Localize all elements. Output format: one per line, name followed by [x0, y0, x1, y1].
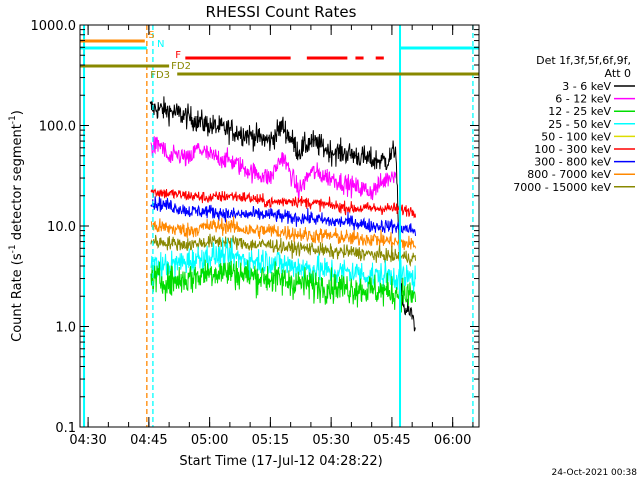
y-tick-label: 1.0: [55, 321, 76, 336]
timestamp: 24-Oct-2021 00:38: [552, 468, 638, 478]
y-axis-label: Count Rate (s-1 detector segment-1): [8, 110, 25, 342]
legend-label: 7000 - 15000 keV: [513, 181, 611, 194]
series-layer: [149, 96, 416, 332]
y-tick-label: 0.1: [55, 421, 76, 436]
state-bar-label-n: N: [157, 39, 164, 50]
y-axis-label-exponent: -1: [8, 244, 18, 253]
axis-layer: 0.1 1.0 10.0 100.0 1000.0 04:30 04:45 05:00 05:1…: [31, 19, 479, 448]
legend-label: 300 - 800 keV: [534, 156, 611, 169]
y-tick-label: 1000.0: [31, 19, 77, 34]
y-axis-label-part: Count Rate (s: [10, 253, 25, 342]
x-tick-label: 05:15: [252, 433, 289, 448]
state-bar-label-fd2: FD2: [171, 61, 191, 72]
chart-title: RHESSI Count Rates: [206, 3, 357, 21]
y-axis-label-part: ): [10, 110, 25, 115]
legend-header-line: Att 0: [605, 67, 631, 80]
legend-header-line: Det 1f,3f,5f,6f,9f,: [536, 54, 631, 67]
y-axis-label-exponent: -1: [8, 115, 18, 124]
x-tick-label: 06:00: [434, 433, 471, 448]
series-line-25-50kev: [150, 237, 416, 293]
state-bar-label-f: F: [175, 50, 181, 61]
legend-label: 50 - 100 keV: [541, 130, 611, 143]
series-line-6-12kev: [150, 136, 397, 201]
series-line-800-7000kev: [150, 216, 416, 251]
legend-label: 3 - 6 keV: [562, 80, 611, 93]
legend-label: 12 - 25 keV: [548, 105, 611, 118]
series-line-3-6kev: [149, 96, 416, 332]
series-line-300-800kev: [150, 196, 416, 236]
series-line-12-25kev: [150, 259, 416, 313]
x-axis-label: Start Time (17-Jul-12 04:28:22): [179, 454, 382, 469]
x-tick-label: 05:00: [191, 433, 228, 448]
legend-label: 25 - 50 keV: [548, 118, 611, 131]
state-bar-label-fd3: FD3: [150, 70, 170, 81]
x-tick-label: 04:30: [69, 433, 106, 448]
series-line-7000-15000kev: [150, 233, 416, 268]
x-tick-label: 05:45: [373, 433, 410, 448]
legend-label: 800 - 7000 keV: [527, 168, 611, 181]
y-tick-label: 100.0: [39, 120, 76, 135]
x-tick-label: 04:45: [130, 433, 167, 448]
y-axis-label-part: detector segment: [10, 124, 25, 244]
state-bar-label-s: S: [148, 30, 154, 41]
x-tick-label: 05:30: [312, 433, 349, 448]
legend-label: 100 - 300 keV: [534, 143, 611, 156]
series-line-100-300kev: [150, 188, 416, 219]
y-tick-label: 10.0: [47, 220, 76, 235]
legend-label: 6 - 12 keV: [555, 93, 611, 106]
